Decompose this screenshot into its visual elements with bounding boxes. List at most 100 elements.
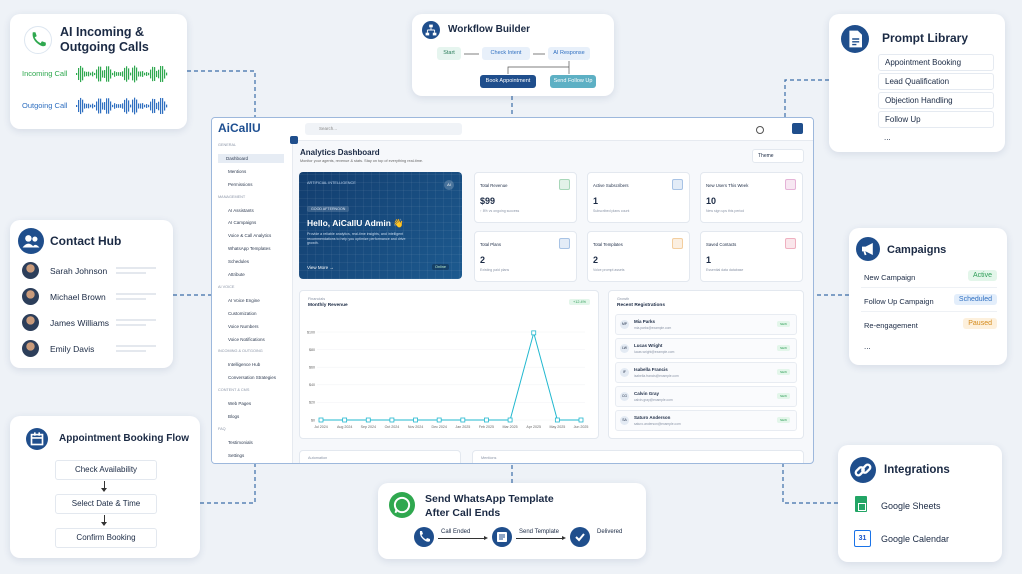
sidebar: [212, 140, 293, 463]
contact-name: James Williams: [50, 318, 110, 328]
sidebar-item[interactable]: Conversation Strategies: [228, 375, 277, 381]
financials-badge: +12.4%: [569, 299, 590, 305]
y-tick-label: $60: [309, 366, 315, 370]
sidebar-item[interactable]: Schedules: [228, 259, 250, 265]
sidebar-item[interactable]: AI Campaigns: [228, 220, 257, 226]
stat-value: 2: [593, 255, 599, 265]
avatar: [22, 288, 39, 305]
hero-link[interactable]: View More →: [307, 265, 334, 270]
initials: LW: [620, 344, 629, 353]
arrow-head: [101, 488, 107, 492]
icon: [492, 527, 512, 547]
contact-name: Emily Davis: [50, 344, 95, 354]
placeholder-line: [116, 293, 156, 295]
booking-step: Check Availability: [55, 460, 157, 480]
hero-badge: AI: [444, 180, 454, 190]
prompt-item[interactable]: Appointment Booking: [878, 54, 994, 71]
contact-name: Sarah Johnson: [50, 266, 108, 276]
x-tick-label: Jan 2025: [455, 425, 470, 429]
person-email: saturo.anderson@example.com: [634, 422, 681, 426]
financials-card: Financials Monthly Revenue +12.4% $0 $20 $40 $…: [299, 290, 599, 439]
point: [484, 417, 489, 423]
x-tick-label: Jul 2024: [314, 425, 328, 429]
bottom-card-title: Automation: [308, 456, 328, 460]
initials: CG: [620, 392, 629, 401]
prompt-item[interactable]: Follow Up: [878, 111, 994, 128]
dashboard-window: AiCallU Search... GENERAL Dashboard Mentions…: [211, 117, 814, 464]
point: [413, 417, 418, 423]
sidebar-item[interactable]: Testimonials: [228, 439, 253, 445]
avatar-button[interactable]: [792, 123, 803, 134]
placeholder-line: [116, 350, 146, 352]
stat-icon: [672, 238, 683, 249]
icon: [18, 228, 44, 254]
sidebar-section: GENERAL: [218, 143, 237, 147]
y-tick-label: $40: [309, 383, 315, 387]
sidebar-toggle[interactable]: [290, 136, 298, 144]
call-label: Outgoing Call: [22, 101, 68, 110]
hero-greeting: GOOD AFTERNOON: [307, 206, 350, 212]
registration-row: MP Mia Parks mia.parks@example.com NEW: [615, 314, 797, 335]
x-tick-label: Dec 2024: [431, 425, 446, 429]
waveform: [76, 65, 168, 83]
sidebar-item[interactable]: Web Pages: [228, 401, 252, 406]
icon: [422, 21, 440, 39]
sidebar-item[interactable]: Voice Numbers: [228, 323, 259, 329]
theme-select[interactable]: Theme: [752, 149, 804, 163]
sidebar-item[interactable]: Intelligence Hub: [228, 362, 261, 368]
arrow: [104, 481, 105, 490]
topbar: [212, 118, 813, 141]
stat-card: Saved Contacts 1 Essential data database: [700, 231, 803, 282]
campaign-status: Paused: [963, 318, 997, 329]
person-name: Lucas Wright: [634, 343, 663, 348]
sidebar-item[interactable]: WhatsApp Templates: [228, 246, 271, 252]
arrow-head: [484, 536, 488, 540]
campaign-card: Campaigns New Campaign Active Follow Up Cam…: [849, 228, 1007, 365]
x-tick-label: Sep 2024: [361, 425, 376, 429]
sidebar-item[interactable]: Settings: [228, 452, 245, 458]
x-tick-label: Feb 2025: [479, 425, 494, 429]
sidebar-item[interactable]: Dashboard: [218, 153, 284, 163]
sidebar-section: INCOMING & OUTGOING: [218, 349, 263, 354]
placeholder-line: [116, 345, 156, 347]
campaign-status: Scheduled: [953, 294, 997, 305]
stat-card: Total Templates 2 Voice prompt assets: [587, 231, 690, 282]
prompt-item[interactable]: Objection Handling: [878, 92, 994, 109]
stat-label: Total Templates: [593, 242, 623, 247]
growth-card: Growth Recent Registrations MP Mia Parks mia…: [608, 290, 804, 439]
sidebar-section: FAQ: [218, 426, 226, 431]
hero-title: Hello, AiCallU Admin 👋: [307, 218, 404, 228]
stat-value: 1: [706, 255, 712, 265]
sidebar-item[interactable]: Mentions: [228, 168, 247, 174]
sidebar-item[interactable]: AI Assistants: [228, 207, 254, 213]
icon: [856, 237, 880, 261]
sidebar-item[interactable]: Customization: [228, 310, 257, 316]
new-tag: NEW: [777, 345, 790, 351]
prompt-item[interactable]: Lead Qualification: [878, 73, 994, 90]
stat-icon: [785, 179, 796, 190]
x-tick-label: Mar 2025: [502, 425, 517, 429]
sidebar-item[interactable]: AI Voice Engine: [228, 297, 260, 303]
stat-note: ↑ 8% vs ongoing success: [480, 209, 520, 213]
person-email: lucas.wright@example.com: [634, 350, 675, 354]
sidebar-item[interactable]: Permissions: [228, 181, 253, 187]
search-box[interactable]: Search...: [305, 123, 462, 135]
financials-kicker: Financials: [308, 297, 326, 301]
sidebar-item[interactable]: Blogs: [228, 413, 240, 419]
placeholder-line: [116, 298, 146, 300]
sidebar-item[interactable]: Attribute: [228, 272, 245, 277]
y-tick-label: $0: [311, 418, 315, 422]
stat-value: $99: [480, 196, 496, 206]
y-tick-label: $20: [309, 401, 315, 405]
stat-value: 2: [480, 255, 486, 265]
sidebar-item[interactable]: Voice & Call Analytics: [228, 233, 272, 239]
bottom-card-title: Mentions: [481, 456, 497, 460]
point: [531, 330, 537, 336]
sidebar-item[interactable]: Voice Notifications: [228, 336, 265, 342]
icon-button[interactable]: [756, 126, 764, 134]
new-tag: NEW: [777, 369, 790, 375]
chart-title: Monthly Revenue: [308, 303, 348, 308]
x-tick-label: Apr 2025: [526, 425, 541, 429]
page-subheading: Monitor your agents, revenue & stats. St…: [300, 159, 424, 163]
